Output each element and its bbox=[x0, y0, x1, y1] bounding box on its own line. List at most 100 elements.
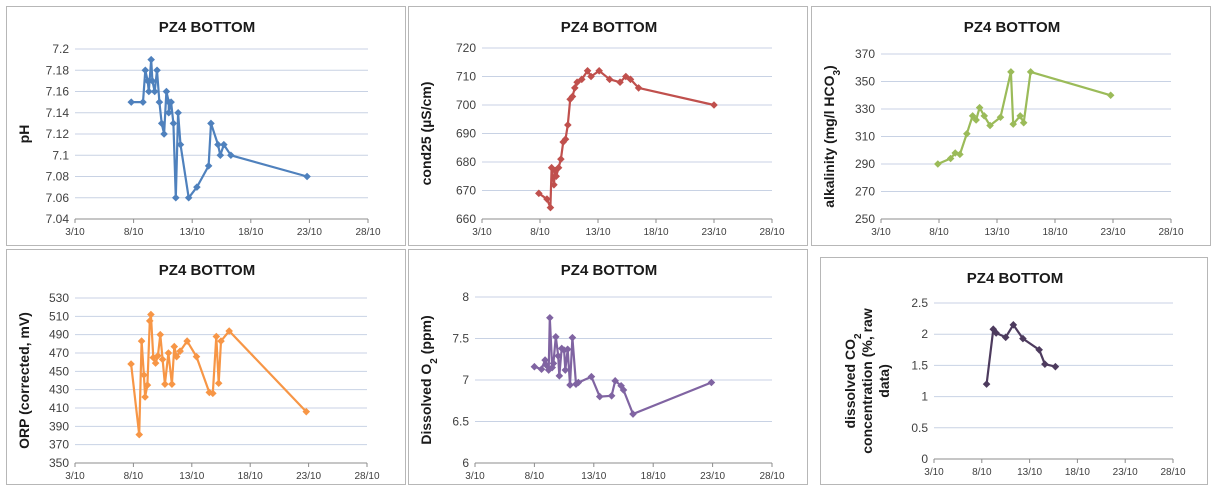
data-point bbox=[205, 388, 214, 397]
y-axis-label: ORP (corrected, mV) bbox=[16, 312, 32, 449]
data-point bbox=[1016, 112, 1024, 120]
y-tick-label: 7.2 bbox=[52, 42, 69, 56]
data-point bbox=[153, 66, 161, 75]
data-point bbox=[968, 112, 977, 120]
y-tick-label: 350 bbox=[49, 456, 69, 470]
x-tick-label: 23/10 bbox=[700, 471, 725, 482]
chart-title: PZ4 BOTTOM bbox=[561, 19, 657, 36]
data-point bbox=[1035, 346, 1043, 354]
data-point bbox=[143, 381, 152, 389]
chart-title: PZ4 BOTTOM bbox=[964, 19, 1060, 36]
data-point bbox=[212, 332, 221, 341]
data-point bbox=[1019, 334, 1027, 343]
data-point bbox=[982, 380, 991, 388]
data-point bbox=[549, 359, 558, 368]
data-point bbox=[149, 353, 158, 362]
data-point bbox=[560, 346, 568, 354]
data-point bbox=[550, 181, 558, 189]
data-point bbox=[141, 393, 149, 401]
y-tick-label: 660 bbox=[456, 212, 476, 226]
y-tick-label: 680 bbox=[456, 155, 476, 169]
chart-svg: PZ4 BOTTOM 660 670 680 690 700 710 720 3/10 8/10 1… bbox=[418, 19, 785, 238]
x-tick-label: 13/10 bbox=[585, 227, 610, 238]
y-axis-label: pH bbox=[16, 125, 32, 144]
data-point bbox=[169, 119, 178, 128]
y-tick-label: 0 bbox=[921, 452, 928, 466]
y-tick-label: 270 bbox=[855, 185, 875, 199]
x-tick-label: 13/10 bbox=[984, 227, 1009, 238]
y-tick-label: 250 bbox=[855, 212, 875, 226]
data-point bbox=[566, 381, 574, 389]
data-point bbox=[1009, 321, 1018, 329]
data-point bbox=[145, 317, 154, 325]
data-point bbox=[161, 380, 169, 388]
data-point bbox=[164, 108, 173, 117]
data-point bbox=[607, 391, 616, 400]
chart-panel-4: PZ4 BOTTOM 350 370 390 410 430 450 470 490 510 530… bbox=[6, 249, 406, 485]
y-tick-label: 450 bbox=[49, 364, 69, 378]
y-tick-label: 430 bbox=[49, 383, 69, 397]
y-tick-label: 7.12 bbox=[46, 127, 70, 141]
data-point bbox=[547, 163, 556, 172]
x-tick-label: 3/10 bbox=[871, 227, 891, 238]
data-point bbox=[127, 98, 136, 106]
data-point bbox=[975, 103, 984, 112]
chart-panel-2: PZ4 BOTTOM 660 670 680 690 700 710 720 3/10 8/10 1… bbox=[408, 6, 808, 246]
data-point bbox=[214, 379, 223, 388]
y-axis-label: dissolved CO2 bbox=[842, 333, 864, 428]
series-line bbox=[131, 58, 308, 199]
data-point bbox=[595, 67, 603, 75]
data-point bbox=[566, 95, 574, 104]
x-tick-label: 13/10 bbox=[581, 471, 606, 482]
data-point bbox=[583, 67, 592, 75]
data-point bbox=[204, 162, 213, 170]
y-tick-label: 710 bbox=[456, 70, 476, 84]
data-point bbox=[1007, 68, 1015, 76]
data-point bbox=[147, 310, 155, 319]
data-point bbox=[530, 362, 539, 371]
x-tick-label: 23/10 bbox=[1113, 467, 1138, 478]
y-tick-label: 1 bbox=[921, 390, 928, 404]
data-point bbox=[616, 78, 624, 86]
data-point bbox=[227, 151, 235, 160]
x-tick-label: 3/10 bbox=[65, 471, 85, 482]
data-point bbox=[127, 360, 135, 368]
x-tick-label: 28/10 bbox=[759, 227, 784, 238]
y-tick-label: 370 bbox=[49, 438, 69, 452]
data-point bbox=[1001, 333, 1010, 342]
data-point bbox=[176, 140, 185, 149]
y-tick-label: 370 bbox=[855, 47, 875, 61]
y-tick-label: 720 bbox=[456, 41, 476, 55]
x-tick-label: 8/10 bbox=[124, 227, 144, 238]
data-point bbox=[946, 154, 955, 163]
y-tick-label: 7.18 bbox=[46, 63, 70, 77]
x-tick-label: 28/10 bbox=[354, 471, 379, 482]
data-point bbox=[148, 77, 157, 85]
data-point bbox=[551, 166, 559, 175]
data-point bbox=[302, 407, 311, 416]
chart-title: PZ4 BOTTOM bbox=[159, 262, 255, 279]
x-tick-label: 23/10 bbox=[1100, 227, 1125, 238]
data-point bbox=[135, 430, 144, 439]
x-tick-label: 23/10 bbox=[296, 471, 321, 482]
chart-panel-1: PZ4 BOTTOM 7.04 7.06 7.08 7.1 7.12 7.14 7.16 7.1… bbox=[6, 6, 406, 246]
y-tick-label: 7.04 bbox=[46, 212, 70, 226]
x-tick-label: 3/10 bbox=[465, 471, 485, 482]
y-tick-label: 310 bbox=[855, 130, 875, 144]
data-point bbox=[154, 351, 162, 360]
x-tick-label: 28/10 bbox=[759, 471, 784, 482]
x-tick-label: 18/10 bbox=[238, 227, 263, 238]
y-tick-label: 350 bbox=[855, 75, 875, 89]
data-point bbox=[303, 172, 311, 181]
chart-panel-6: PZ4 BOTTOM 0 0.5 1 1.5 2 2.5 3/10 8/10 13/10 18/10… bbox=[820, 257, 1208, 485]
y-tick-label: 7.1 bbox=[52, 148, 69, 162]
data-point bbox=[626, 75, 635, 84]
x-tick-label: 8/10 bbox=[124, 471, 144, 482]
data-point bbox=[1026, 68, 1035, 76]
data-point bbox=[568, 333, 577, 342]
data-point bbox=[140, 371, 148, 379]
data-point bbox=[587, 72, 595, 81]
y-tick-label: 7.08 bbox=[46, 170, 70, 184]
series-line bbox=[130, 313, 308, 436]
x-tick-label: 28/10 bbox=[1158, 227, 1183, 238]
